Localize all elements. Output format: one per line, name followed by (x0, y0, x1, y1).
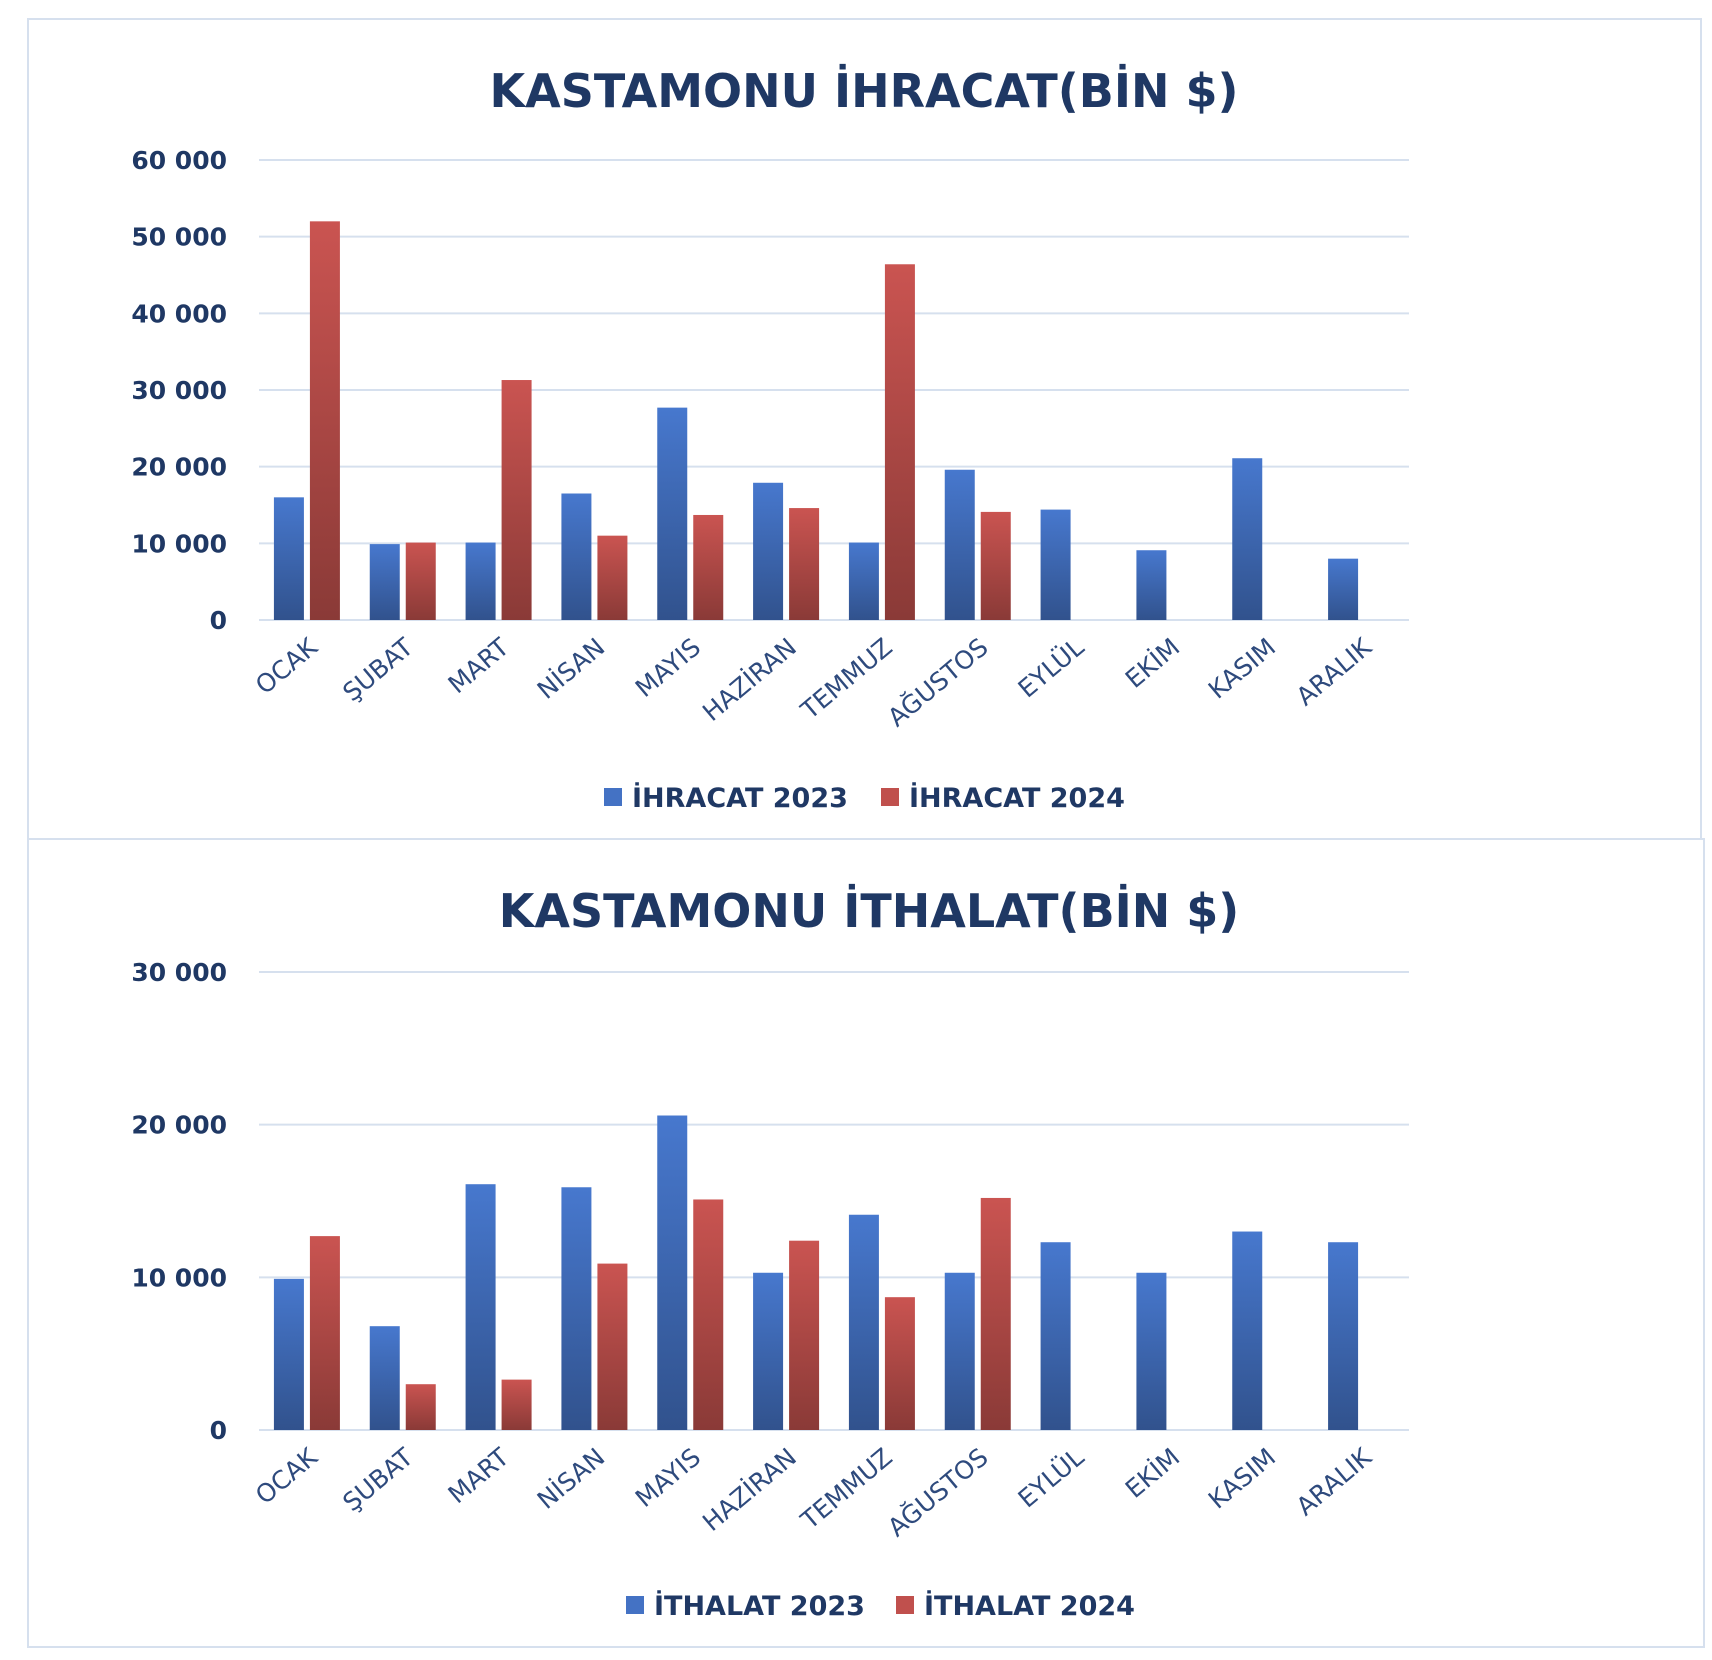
x-tick-label: ŞUBAT (337, 632, 419, 707)
bar-2023-10 (1232, 1231, 1263, 1430)
bar-2024-2 (501, 380, 532, 620)
y-tick-label: 50 000 (131, 223, 227, 252)
bar-2024-5 (789, 508, 820, 620)
bar-2024-6 (884, 1297, 915, 1430)
y-tick-label: 0 (210, 606, 227, 635)
bar-2023-10 (1232, 458, 1263, 620)
bar-2023-0 (273, 497, 304, 620)
bar-2023-6 (848, 542, 879, 620)
import-chart-panel: KASTAMONU İTHALAT(BİN $) 0 10 000 20 000 30 … (27, 838, 1705, 1648)
bar-2023-1 (369, 544, 400, 620)
chart-title: KASTAMONU İTHALAT(BİN $) (499, 884, 1240, 938)
x-tick-label: AĞUSTOS (882, 1442, 994, 1543)
bar-2024-1 (405, 1384, 436, 1430)
x-tick-label: KASIM (1203, 632, 1281, 704)
export-chart-panel: KASTAMONU İHRACAT(BİN $) 0 10 000 20 000 30 … (27, 18, 1702, 840)
x-tick-label: EKİM (1120, 1442, 1185, 1504)
bar-2023-9 (1136, 1272, 1167, 1430)
legend-label-2024: İTHALAT 2024 (924, 1590, 1135, 1622)
x-tick-label: EYLÜL (1013, 1442, 1090, 1513)
bar-2023-7 (944, 1272, 975, 1430)
bar-2024-7 (980, 511, 1011, 620)
legend-label-2023: İTHALAT 2023 (654, 1590, 865, 1622)
x-tick-label: EKİM (1120, 632, 1185, 694)
bar-2023-2 (465, 1184, 496, 1430)
bar-2024-2 (501, 1379, 532, 1430)
x-tick-label: MAYIS (630, 632, 706, 703)
x-tick-label: EYLÜL (1013, 632, 1090, 703)
y-tick-label: 40 000 (131, 299, 227, 328)
bar-2024-0 (309, 1236, 340, 1430)
x-tick-label: KASIM (1203, 1442, 1281, 1514)
import-chart: KASTAMONU İTHALAT(BİN $) 0 10 000 20 000 30 … (131, 884, 1409, 1622)
bar-2024-3 (597, 535, 628, 620)
bar-2023-5 (753, 482, 784, 620)
bar-2024-6 (884, 264, 915, 620)
chart-title: KASTAMONU İHRACAT(BİN $) (489, 64, 1238, 118)
bar-2024-4 (693, 514, 724, 620)
y-tick-label: 10 000 (131, 529, 227, 558)
bar-2024-4 (693, 1199, 724, 1430)
legend-swatch-2023 (626, 1596, 644, 1614)
y-tick-label: 30 000 (131, 958, 227, 987)
legend-label-2024: İHRACAT 2024 (909, 782, 1125, 814)
bar-2023-2 (465, 542, 496, 620)
bar-2023-4 (657, 407, 688, 620)
x-tick-label: MART (443, 632, 515, 699)
export-chart: KASTAMONU İHRACAT(BİN $) 0 10 000 20 000 30 … (131, 64, 1409, 814)
x-tick-label: OCAK (250, 632, 323, 700)
y-tick-label: 20 000 (131, 453, 227, 482)
legend-swatch-2023 (604, 788, 622, 806)
x-tick-label: AĞUSTOS (882, 632, 994, 733)
bar-2023-1 (369, 1326, 400, 1430)
bar-2023-3 (561, 1187, 592, 1430)
x-tick-label: ŞUBAT (337, 1442, 419, 1517)
x-tick-label: MAYIS (630, 1442, 706, 1513)
bar-2023-8 (1040, 1242, 1071, 1430)
bar-2023-11 (1328, 1242, 1359, 1430)
legend-swatch-2024 (896, 1596, 914, 1614)
bar-2023-8 (1040, 509, 1071, 620)
legend-label-2023: İHRACAT 2023 (632, 782, 848, 814)
bar-2023-3 (561, 493, 592, 620)
bar-2023-9 (1136, 550, 1167, 620)
x-tick-label: HAZİRAN (697, 632, 802, 727)
y-tick-label: 10 000 (131, 1263, 227, 1292)
x-tick-label: ARALIK (1291, 632, 1378, 711)
x-tick-label: ARALIK (1291, 1442, 1378, 1521)
bar-2023-7 (944, 469, 975, 620)
bar-2023-6 (848, 1214, 879, 1430)
bar-2023-11 (1328, 558, 1359, 620)
bar-2024-3 (597, 1263, 628, 1430)
bar-2024-5 (789, 1240, 820, 1430)
y-tick-label: 20 000 (131, 1111, 227, 1140)
y-tick-label: 30 000 (131, 376, 227, 405)
y-tick-label: 60 000 (131, 146, 227, 175)
bar-2023-0 (273, 1278, 304, 1430)
bar-2024-1 (405, 542, 436, 620)
legend-swatch-2024 (881, 788, 899, 806)
bar-2024-7 (980, 1197, 1011, 1430)
x-tick-label: NİSAN (532, 632, 611, 704)
x-tick-label: MART (443, 1442, 515, 1509)
x-tick-label: HAZİRAN (697, 1442, 802, 1537)
bar-2023-4 (657, 1115, 688, 1430)
x-tick-label: NİSAN (532, 1442, 611, 1514)
x-tick-label: OCAK (250, 1442, 323, 1510)
bar-2024-0 (309, 221, 340, 621)
y-tick-label: 0 (210, 1416, 227, 1445)
bar-2023-5 (753, 1272, 784, 1430)
